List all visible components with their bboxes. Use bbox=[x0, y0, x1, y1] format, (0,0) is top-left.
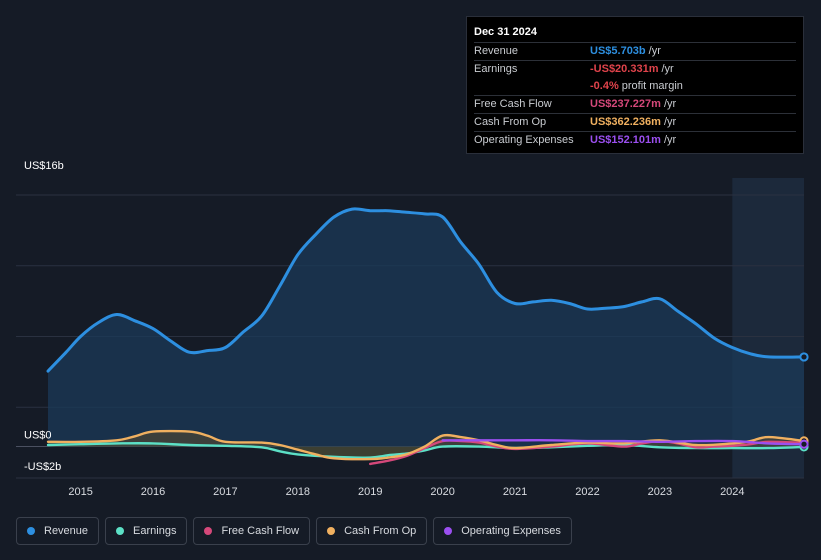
tooltip-panel: Dec 31 2024 Revenue US$5.703b /yr Earnin… bbox=[466, 16, 804, 154]
tooltip-row-profit-margin: -0.4% profit margin bbox=[474, 78, 796, 95]
tooltip-unit: profit margin bbox=[621, 80, 683, 92]
y-tick-label: -US$2b bbox=[24, 461, 61, 473]
tooltip-unit: /yr bbox=[661, 63, 674, 75]
x-tick-label: 2021 bbox=[503, 486, 527, 498]
legend-item-earnings[interactable]: Earnings bbox=[105, 517, 188, 545]
x-tick-label: 2019 bbox=[358, 486, 382, 498]
y-tick-label: US$16b bbox=[24, 160, 64, 172]
legend-item-revenue[interactable]: Revenue bbox=[16, 517, 100, 545]
tooltip-unit: /yr bbox=[648, 45, 661, 57]
tooltip-label: Free Cash Flow bbox=[474, 98, 552, 110]
legend: Revenue Earnings Free Cash Flow Cash Fro… bbox=[16, 517, 572, 545]
series-lines bbox=[46, 207, 806, 466]
legend-dot-icon bbox=[327, 527, 336, 535]
x-tick-label: 2018 bbox=[286, 486, 310, 498]
x-tick-label: 2015 bbox=[68, 486, 92, 498]
x-tick-label: 2017 bbox=[213, 486, 237, 498]
legend-item-free-cash-flow[interactable]: Free Cash Flow bbox=[193, 517, 311, 545]
x-tick-label: 2024 bbox=[720, 486, 744, 498]
x-axis-ticks: 2015 2016 2017 2018 2019 2020 2021 2022 2023 2024 bbox=[68, 486, 744, 498]
legend-dot-icon bbox=[444, 527, 453, 535]
tooltip-row-revenue: Revenue US$5.703b /yr bbox=[474, 42, 796, 60]
tooltip-unit: /yr bbox=[663, 134, 677, 146]
legend-dot-icon bbox=[27, 527, 35, 535]
tooltip-unit: /yr bbox=[663, 116, 677, 128]
x-tick-label: 2022 bbox=[575, 486, 599, 498]
tooltip-row-earnings: Earnings -US$20.331m /yr bbox=[474, 60, 796, 78]
x-tick-label: 2023 bbox=[648, 486, 672, 498]
tooltip-value: US$5.703b bbox=[590, 45, 646, 57]
tooltip-row-cash-from-op: Cash From Op US$362.236m /yr bbox=[474, 113, 796, 131]
legend-dot-icon bbox=[204, 527, 213, 535]
tooltip-label bbox=[474, 78, 590, 95]
legend-label: Revenue bbox=[44, 525, 89, 537]
operating-expenses-line bbox=[441, 439, 806, 446]
legend-label: Cash From Op bbox=[344, 525, 417, 537]
tooltip-date: Dec 31 2024 bbox=[474, 26, 537, 38]
tooltip-value: -US$20.331m bbox=[590, 63, 659, 75]
legend-label: Free Cash Flow bbox=[221, 525, 300, 537]
tooltip-value: -0.4% bbox=[590, 80, 619, 92]
legend-item-cash-from-op[interactable]: Cash From Op bbox=[316, 517, 428, 545]
tooltip-value: US$152.101m bbox=[590, 134, 661, 146]
revenue-area bbox=[48, 208, 804, 447]
legend-item-operating-expenses[interactable]: Operating Expenses bbox=[433, 517, 572, 545]
legend-label: Operating Expenses bbox=[461, 525, 561, 537]
cash-from-op-line bbox=[46, 429, 806, 461]
y-axis-ticks: US$16b US$0 -US$2b bbox=[24, 160, 64, 473]
legend-dot-icon bbox=[116, 527, 125, 535]
tooltip-label: Cash From Op bbox=[474, 116, 547, 128]
revenue-line bbox=[46, 207, 806, 373]
end-markers bbox=[799, 352, 809, 452]
tooltip-label: Operating Expenses bbox=[474, 134, 574, 146]
x-tick-label: 2016 bbox=[141, 486, 165, 498]
tooltip-row-free-cash-flow: Free Cash Flow US$237.227m /yr bbox=[474, 95, 796, 113]
tooltip-value: US$362.236m bbox=[590, 116, 661, 128]
tooltip-label: Revenue bbox=[474, 45, 519, 57]
tooltip-label: Earnings bbox=[474, 63, 518, 75]
y-tick-label: US$0 bbox=[24, 430, 52, 442]
legend-label: Earnings bbox=[133, 525, 177, 537]
revenue-end-marker bbox=[799, 352, 809, 362]
tooltip-unit: /yr bbox=[663, 98, 677, 110]
tooltip-row-operating-expenses: Operating Expenses US$152.101m /yr bbox=[474, 131, 796, 149]
tooltip-value: US$237.227m bbox=[590, 98, 661, 110]
x-tick-label: 2020 bbox=[430, 486, 454, 498]
operating-expenses-end-marker bbox=[799, 439, 809, 449]
